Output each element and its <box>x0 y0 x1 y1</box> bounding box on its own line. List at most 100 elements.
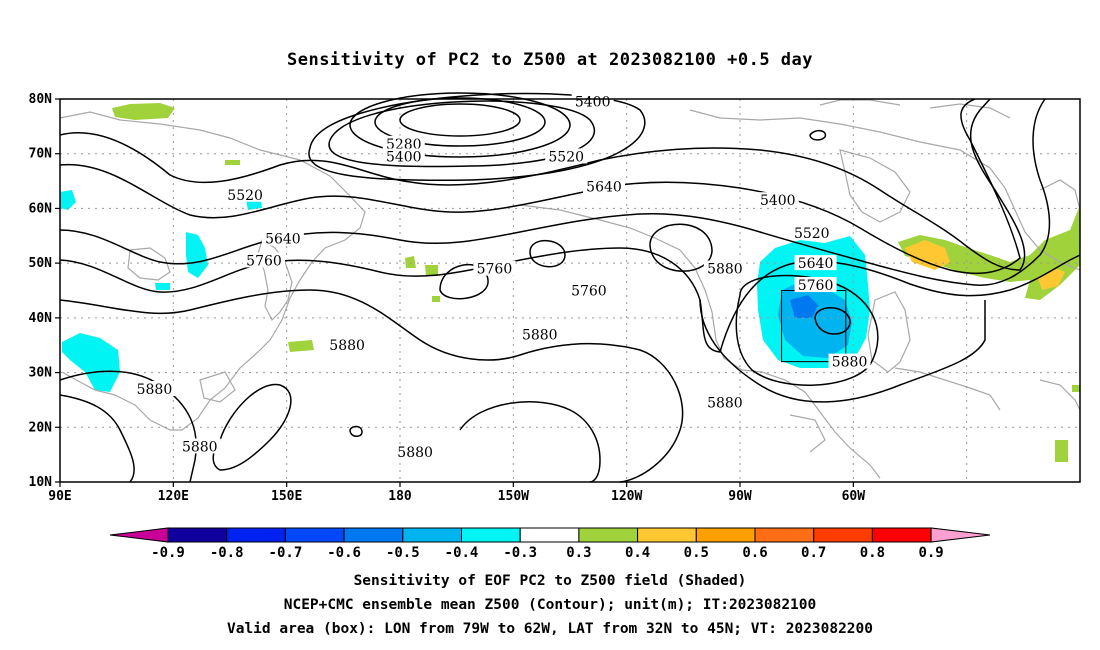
coastlines <box>59 99 1081 479</box>
contour-label-bg <box>261 230 304 246</box>
contour-label: 5760 <box>798 278 834 294</box>
map-frame <box>59 98 1081 483</box>
contour-label: 5520 <box>548 149 584 165</box>
contour-label: 5880 <box>329 338 365 354</box>
lon-label: 120E <box>158 489 189 504</box>
colorbar-label: 0.5 <box>684 545 709 561</box>
contour-label: 5760 <box>246 253 282 269</box>
contour-label-bg <box>473 260 516 276</box>
contour-label-bg <box>790 225 833 241</box>
lon-label: 180 <box>388 489 412 504</box>
colorbar-label: -0.5 <box>386 545 420 561</box>
lon-label: 90W <box>728 489 752 504</box>
contour-label-bg <box>583 178 625 194</box>
colorbar-label: -0.6 <box>327 545 361 561</box>
lon-label: 150W <box>498 489 529 504</box>
lat-label: 40N <box>29 311 53 326</box>
map-title: Sensitivity of PC2 to Z500 at 2023082100… <box>286 50 813 70</box>
lon-label: 60W <box>842 489 866 504</box>
contour-label-bg <box>133 380 176 396</box>
contour-label: 5520 <box>227 188 263 204</box>
colorbar-label: 0.3 <box>566 545 591 561</box>
contour-label-bg <box>571 93 614 109</box>
colorbar-label: 0.9 <box>918 545 943 561</box>
negative-sensitivity-west-pacific <box>62 333 120 392</box>
lat-label: 60N <box>29 201 53 216</box>
colorbar-label: 0.4 <box>625 545 650 561</box>
negative-sensitivity-japan <box>186 232 208 278</box>
caption-contours: NCEP+CMC ensemble mean Z500 (Contour); u… <box>283 597 817 613</box>
colorbar-swatch <box>637 527 697 543</box>
contour-label: 5520 <box>794 226 830 242</box>
colorbar-label: -0.8 <box>210 545 244 561</box>
contour-label-bg <box>703 260 746 276</box>
contour-label: 5880 <box>707 262 743 278</box>
negative-sensitivity-patch <box>790 295 818 318</box>
colorbar-swatch <box>754 527 815 543</box>
colorbar-swatch <box>402 527 462 543</box>
positive-sensitivity-east-coast <box>898 205 1080 300</box>
lon-label: 90E <box>48 489 71 504</box>
z500-contours <box>59 92 1081 483</box>
sensitivity-shading <box>60 103 1080 462</box>
colorbar-label: 0.6 <box>742 545 767 561</box>
colorbar-swatch <box>461 527 521 543</box>
contour-label-bg <box>794 255 837 271</box>
colorbar-swatch <box>343 527 404 543</box>
contour-label-bg <box>567 282 610 298</box>
contour-label: 5640 <box>265 232 301 248</box>
contour-label-bg <box>756 192 799 208</box>
contour-label-bg <box>703 394 746 410</box>
lat-label: 30N <box>29 366 53 381</box>
colorbar-swatch <box>813 527 873 543</box>
contour-label: 5640 <box>798 256 834 272</box>
colorbar-swatch <box>167 527 228 543</box>
contour-label: 5880 <box>522 327 558 343</box>
contour-label: 5880 <box>397 445 433 461</box>
contour-label-bg <box>394 443 437 459</box>
colorbar-swatch <box>871 527 932 543</box>
lat-label: 10N <box>29 475 53 490</box>
colorbar-swatch <box>284 527 345 543</box>
contour-label-bg <box>326 337 369 353</box>
colorbar-high-extend <box>930 527 991 543</box>
contour-label: 5880 <box>137 382 173 398</box>
contour-label: 5760 <box>477 262 513 278</box>
contour-label-bg <box>518 326 561 342</box>
contour-label-bg <box>243 252 285 268</box>
contour-label: 5400 <box>760 193 796 209</box>
contour-label-bg <box>828 353 871 369</box>
colorbar-swatch <box>519 527 580 543</box>
contour-label: 5880 <box>832 355 868 371</box>
lat-label: 80N <box>29 92 53 107</box>
caption-valid-area: Valid area (box): LON from 79W to 62W, L… <box>226 621 873 637</box>
lat-label: 70N <box>29 147 53 162</box>
colorbar-label: -0.7 <box>269 545 303 561</box>
colorbar-label: 0.8 <box>860 545 885 561</box>
colorbar-label: -0.3 <box>503 545 537 561</box>
lon-label: 120W <box>611 489 642 504</box>
lon-label: 150E <box>271 489 302 504</box>
contour-label-bg <box>545 148 588 164</box>
colorbar-low-extend <box>109 527 169 543</box>
axis-labels: 90E 120E 150E 180 150W 120W 90W 60W 80N 70N 60N 50N… <box>29 92 866 504</box>
colorbar-swatch <box>695 527 756 543</box>
colorbar-swatch <box>578 527 639 543</box>
positive-sensitivity-core <box>905 240 950 270</box>
contour-label: 5760 <box>571 284 607 300</box>
contour-label-bg <box>382 148 425 164</box>
contour-label-bg <box>178 438 221 454</box>
contour-label: 5880 <box>182 439 218 455</box>
colorbar: -0.9 -0.8 -0.7 -0.6 -0.5 -0.4 -0.3 0.3 0.4 0.5 0.6… <box>109 527 991 561</box>
contour-label: 5880 <box>707 396 743 412</box>
contour-label-bg <box>794 277 837 293</box>
contour-label-bg <box>382 135 425 151</box>
colorbar-label: -0.9 <box>151 545 185 561</box>
colorbar-swatch <box>226 527 286 543</box>
colorbar-label: -0.4 <box>445 545 479 561</box>
lat-label: 50N <box>29 256 53 271</box>
contour-label: 5400 <box>386 149 422 165</box>
contour-label-bg <box>224 186 267 202</box>
